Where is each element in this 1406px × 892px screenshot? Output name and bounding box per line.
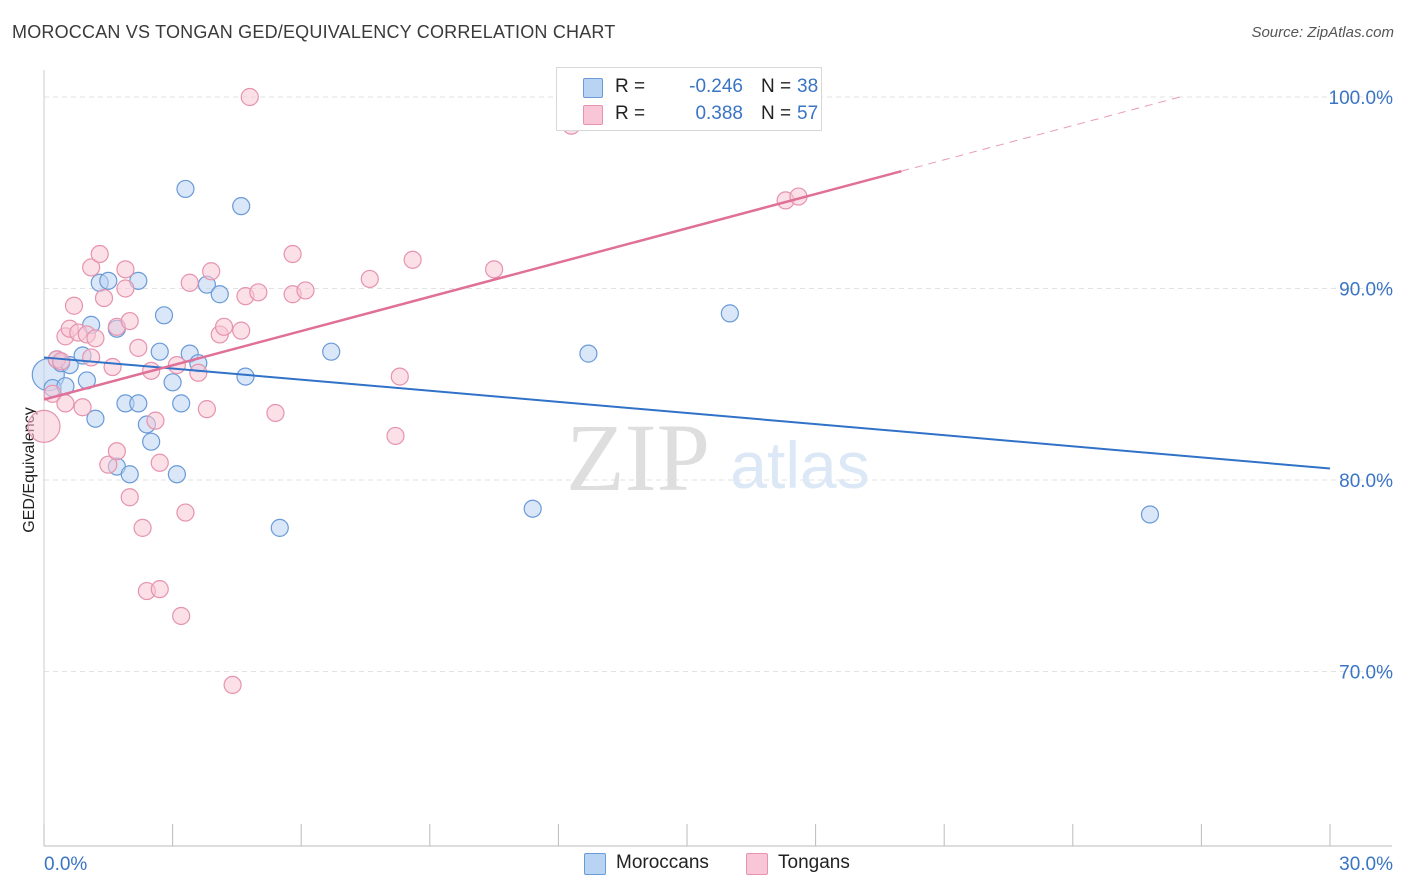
moroccan-point bbox=[142, 432, 161, 451]
tongan-point bbox=[129, 338, 148, 357]
tongan-point bbox=[82, 348, 101, 367]
moroccan-point bbox=[120, 465, 139, 484]
moroccan-point bbox=[176, 179, 195, 199]
tongan-point bbox=[120, 311, 139, 331]
tongan-point bbox=[176, 503, 195, 522]
tongan-point bbox=[189, 363, 208, 382]
tongan-point bbox=[202, 262, 221, 281]
moroccan-point bbox=[99, 271, 118, 290]
tongan-point bbox=[116, 260, 135, 279]
legend-n-label: N = bbox=[761, 76, 792, 97]
tongan-point bbox=[296, 281, 315, 300]
tongan-point bbox=[360, 269, 379, 289]
moroccan-point bbox=[523, 499, 542, 518]
tongan-point bbox=[27, 409, 61, 443]
x-tick-label: 30.0% bbox=[1339, 854, 1393, 875]
tongan-point bbox=[133, 518, 152, 537]
tongan-point bbox=[116, 279, 135, 298]
pink-swatch bbox=[746, 853, 768, 875]
legend-r-label: R = bbox=[615, 103, 646, 124]
moroccan-point bbox=[129, 394, 148, 413]
tongan-point bbox=[86, 329, 105, 348]
moroccan-point bbox=[86, 409, 105, 428]
legend-n-value: 57 bbox=[797, 103, 819, 124]
moroccan-point bbox=[210, 285, 229, 304]
tongan-point bbox=[223, 675, 242, 695]
moroccan-point bbox=[154, 306, 174, 325]
tongan-point bbox=[56, 394, 75, 413]
tongan-point bbox=[386, 426, 405, 446]
y-tick-label: 80.0% bbox=[1339, 471, 1393, 492]
tongan-point bbox=[64, 296, 84, 315]
moroccan-point bbox=[167, 465, 186, 484]
moroccan-point bbox=[1140, 505, 1160, 524]
tongan-point bbox=[103, 357, 122, 377]
tongan-point bbox=[197, 400, 216, 419]
blue-swatch bbox=[584, 853, 606, 875]
moroccan-point bbox=[163, 373, 182, 392]
legend-n-label: N = bbox=[761, 103, 792, 124]
legend-r-value: -0.246 bbox=[689, 76, 743, 97]
moroccan-point bbox=[232, 197, 251, 216]
tongan-point bbox=[82, 258, 101, 277]
tongan-point bbox=[107, 442, 126, 461]
watermark-zip: ZIP bbox=[566, 404, 710, 511]
pink-swatch bbox=[583, 105, 603, 125]
tongan-trend-line bbox=[43, 170, 902, 401]
y-tick-label: 100.0% bbox=[1329, 88, 1394, 109]
tongan-point bbox=[150, 453, 169, 472]
tongan-point bbox=[73, 398, 92, 417]
moroccan-point bbox=[172, 394, 191, 413]
tongan-point bbox=[172, 606, 191, 626]
moroccan-point bbox=[322, 342, 341, 361]
x-tick-label: 0.0% bbox=[44, 854, 87, 875]
y-tick-label: 90.0% bbox=[1339, 280, 1393, 301]
legend-label-moroccans: Moroccans bbox=[616, 852, 709, 873]
tongan-point bbox=[146, 411, 165, 430]
legend-r-value: 0.388 bbox=[695, 103, 743, 124]
y-tick-label: 70.0% bbox=[1339, 663, 1393, 684]
tongan-point bbox=[214, 317, 234, 336]
tongan-point bbox=[94, 288, 114, 308]
tongan-point bbox=[150, 580, 169, 599]
tongan-point bbox=[403, 250, 422, 269]
watermark-atlas: atlas bbox=[730, 428, 869, 502]
legend-r-label: R = bbox=[615, 76, 646, 97]
moroccan-point bbox=[150, 342, 169, 361]
tongan-point bbox=[283, 244, 302, 264]
tongan-point bbox=[240, 87, 259, 107]
moroccan-point bbox=[236, 367, 255, 386]
moroccan-point bbox=[579, 344, 598, 363]
moroccan-trend-line bbox=[43, 356, 1331, 470]
tongan-point bbox=[232, 321, 251, 340]
tongan-point bbox=[180, 273, 199, 292]
moroccan-point bbox=[270, 518, 289, 537]
tongan-point bbox=[266, 403, 285, 423]
tongan-point bbox=[52, 352, 71, 371]
moroccan-point bbox=[720, 304, 739, 323]
tongan-point bbox=[249, 283, 268, 302]
source-credit: Source: ZipAtlas.com bbox=[1251, 24, 1394, 41]
legend-n-value: 38 bbox=[797, 76, 819, 97]
tongan-point bbox=[390, 367, 409, 386]
tongan-point bbox=[485, 260, 504, 279]
tongan-point bbox=[90, 244, 109, 264]
tongan-point bbox=[99, 455, 118, 474]
tongan-trend-extension bbox=[901, 96, 1181, 172]
legend-label-tongans: Tongans bbox=[778, 852, 850, 873]
blue-swatch bbox=[583, 78, 603, 98]
correlation-legend: R = -0.246 N = 38 R = 0.388 N = 57 bbox=[556, 67, 822, 131]
chart-title: MOROCCAN VS TONGAN GED/EQUIVALENCY CORRE… bbox=[12, 22, 616, 42]
tongan-point bbox=[120, 488, 139, 507]
